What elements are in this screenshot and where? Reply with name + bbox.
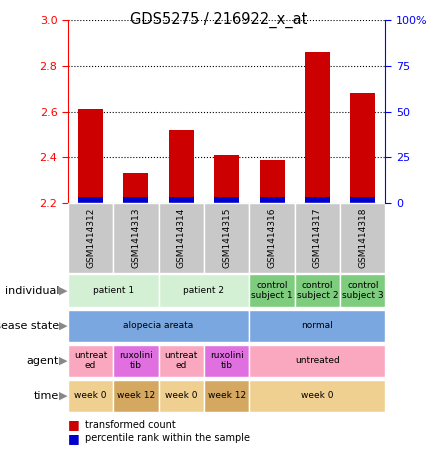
Text: week 0: week 0 [74, 391, 107, 400]
Text: ruxolini
tib: ruxolini tib [119, 351, 153, 371]
Bar [295, 275, 340, 307]
Bar [305, 52, 330, 203]
Bar [68, 309, 249, 342]
Text: patient 2: patient 2 [184, 286, 225, 295]
Text: week 0: week 0 [165, 391, 198, 400]
Text: GDS5275 / 216922_x_at: GDS5275 / 216922_x_at [131, 11, 307, 28]
Bar [159, 380, 204, 412]
Text: patient 1: patient 1 [93, 286, 134, 295]
Text: percentile rank within the sample: percentile rank within the sample [85, 434, 251, 443]
Text: agent: agent [27, 356, 59, 366]
Bar [68, 275, 159, 307]
Text: week 12: week 12 [117, 391, 155, 400]
Text: GSM1414316: GSM1414316 [268, 207, 276, 268]
Text: GSM1414314: GSM1414314 [177, 208, 186, 268]
Bar [249, 275, 295, 307]
Bar [113, 380, 159, 412]
Bar [214, 155, 239, 203]
Bar [260, 197, 285, 203]
Bar [124, 173, 148, 203]
Text: GSM1414318: GSM1414318 [358, 207, 367, 268]
Text: week 0: week 0 [301, 391, 334, 400]
Text: ▶: ▶ [60, 356, 68, 366]
Bar [204, 345, 249, 377]
Text: control
subject 1: control subject 1 [251, 281, 293, 300]
Text: GSM1414315: GSM1414315 [222, 207, 231, 268]
Text: ■: ■ [68, 432, 80, 445]
Text: GSM1414313: GSM1414313 [131, 207, 141, 268]
Text: week 12: week 12 [208, 391, 246, 400]
Bar [249, 203, 295, 273]
Bar [159, 203, 204, 273]
Text: individual: individual [5, 285, 59, 295]
Bar [305, 197, 330, 203]
Text: alopecia areata: alopecia areata [124, 321, 194, 330]
Bar [78, 109, 103, 203]
Text: transformed count: transformed count [85, 420, 176, 430]
Bar [350, 93, 375, 203]
Text: untreated: untreated [295, 356, 340, 365]
Bar [204, 380, 249, 412]
Text: GSM1414312: GSM1414312 [86, 208, 95, 268]
Text: normal: normal [301, 321, 333, 330]
Bar [169, 130, 194, 203]
Bar [113, 203, 159, 273]
Bar [68, 203, 113, 273]
Text: control
subject 3: control subject 3 [342, 281, 384, 300]
Bar [249, 345, 385, 377]
Text: ▶: ▶ [60, 391, 68, 401]
Bar [78, 197, 103, 203]
Text: ruxolini
tib: ruxolini tib [210, 351, 244, 371]
Bar [295, 203, 340, 273]
Bar [68, 345, 113, 377]
Bar [340, 275, 385, 307]
Text: disease state: disease state [0, 321, 59, 331]
Text: GSM1414317: GSM1414317 [313, 207, 322, 268]
Bar [159, 275, 249, 307]
Bar [260, 159, 285, 203]
Bar [204, 203, 249, 273]
Bar [249, 309, 385, 342]
Bar [249, 380, 385, 412]
Text: ▶: ▶ [60, 285, 68, 295]
Bar [124, 197, 148, 203]
Text: ▶: ▶ [60, 321, 68, 331]
Text: untreat
ed: untreat ed [74, 351, 107, 371]
Bar [169, 197, 194, 203]
Bar [214, 197, 239, 203]
Bar [113, 345, 159, 377]
Text: ■: ■ [68, 418, 80, 431]
Text: time: time [34, 391, 59, 401]
Bar [68, 380, 113, 412]
Bar [350, 197, 375, 203]
Text: control
subject 2: control subject 2 [297, 281, 338, 300]
Bar [159, 345, 204, 377]
Text: untreat
ed: untreat ed [165, 351, 198, 371]
Bar [340, 203, 385, 273]
